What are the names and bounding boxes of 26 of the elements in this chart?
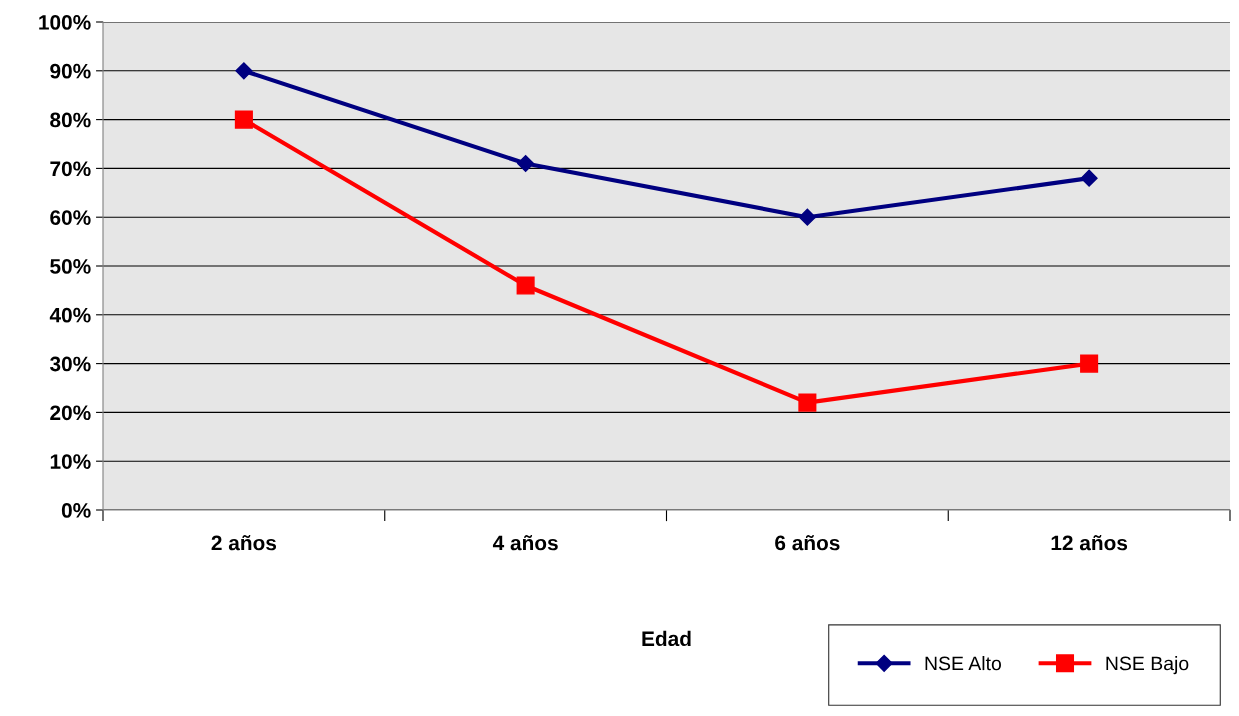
y-tick-label: 40%	[49, 307, 91, 323]
point	[234, 110, 253, 129]
y-tick-label: 100%	[39, 15, 91, 30]
point	[1080, 354, 1099, 373]
y-tick-label: 90%	[50, 63, 91, 79]
x-tick-label: 6 años	[775, 535, 840, 551]
y-tick-label: 80%	[50, 112, 91, 128]
y-tick-label: 10%	[50, 454, 91, 469]
point	[516, 276, 535, 295]
point	[798, 208, 816, 226]
y-tick-label: 20%	[50, 405, 91, 421]
y-tick-label: 0%	[61, 503, 91, 518]
x-axis-title: Edad	[642, 630, 691, 647]
y-tick-label: 30%	[49, 356, 91, 372]
x-tick-label: 2 años	[211, 535, 277, 551]
legend-label: NSE Bajo	[1106, 656, 1189, 675]
point	[798, 393, 817, 412]
y-tick-label: 60%	[50, 210, 91, 225]
x-tick-label: 12 años	[1051, 535, 1128, 551]
y-tick-label: 70%	[50, 161, 91, 177]
point	[517, 154, 535, 173]
point	[235, 62, 253, 80]
x-tick-label: 4 años	[492, 535, 558, 551]
legend-label: NSE Alto	[925, 656, 1001, 671]
y-tick-label: 50%	[50, 259, 91, 274]
point	[1080, 169, 1098, 187]
